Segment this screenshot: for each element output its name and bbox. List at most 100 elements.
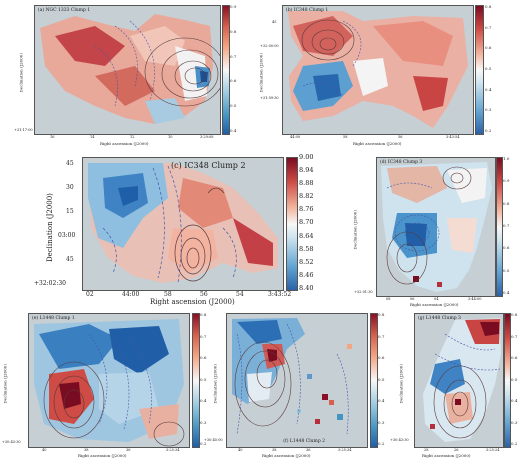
cbar-tick: 0.8 (485, 4, 492, 9)
panel-a-ylabel: Declination (J2000) (18, 53, 24, 93)
panel-d-colorbar (496, 157, 503, 297)
panel-f-colorbar (370, 313, 378, 448)
cbar-tick: 0.7 (230, 53, 237, 59)
panel-f-xlabel: Right ascension (J2000) (262, 453, 311, 458)
panel-b-xtick: 44:00 (290, 135, 301, 139)
cbar-tick: 0.8 (503, 200, 510, 206)
cbar-tick: 8.94 (299, 166, 314, 175)
panel-c-colorbar (286, 157, 298, 291)
panel-c-title: (c) IC348 Clump 2 (171, 161, 246, 170)
cbar-tick: 0.5 (503, 267, 510, 273)
panel-c-xtick: 02 (86, 291, 94, 298)
panel-c-xtick: 56 (200, 291, 208, 298)
panel-c-image (88, 163, 278, 284)
panel-d-ylabel: Declination (J2000) (352, 210, 358, 250)
panel-c-ytick: 45 (66, 160, 74, 167)
cbar-tick: 0.4 (511, 398, 518, 403)
panel-c-ytick: 03:00 (58, 232, 76, 239)
cbar-tick: 8.58 (299, 244, 314, 253)
cbar-tick: 0.2 (200, 441, 207, 446)
panel-g-ylabel: Declination (J2000) (398, 364, 404, 404)
panel-b-map: (b) IC348 Clump 1 (282, 5, 474, 135)
cbar-tick: 0.7 (511, 333, 518, 339)
cbar-tick: 8.52 (299, 257, 314, 266)
panel-e-colorbar-ticks: 0.8 0.7 0.6 0.5 0.4 0.3 0.2 (200, 313, 206, 446)
cbar-tick: 0.4 (485, 86, 492, 92)
panel-d-xtick: 04 (434, 297, 439, 301)
cbar-tick: 0.7 (503, 222, 510, 228)
cbar-tick: 0.4 (230, 127, 237, 133)
cbar-tick: 0.3 (200, 419, 207, 425)
cbar-tick: 0.6 (485, 45, 492, 51)
panel-d-image (381, 162, 492, 292)
panel-e-xtick: 3:25:34 (166, 448, 180, 452)
panel-g-map: (g) L1448 Clump 3 (414, 313, 504, 448)
cbar-tick: 8.76 (299, 205, 314, 214)
cbar-tick: 0.5 (485, 65, 492, 71)
cbar-tick: 8.82 (299, 192, 314, 201)
cbar-tick: 0.6 (200, 355, 207, 360)
panel-d-xtick: 3:44:00 (468, 297, 482, 301)
cbar-tick: 0.4 (200, 398, 207, 403)
panel-e-ytick: +30:43:30 (2, 440, 21, 444)
panel-b-colorbar (475, 5, 484, 135)
panel-c-xtick: 44:00 (122, 291, 140, 298)
panel-d-xlabel: Right ascension (J2000) (410, 302, 459, 307)
panel-c-ytick: 30 (66, 184, 74, 191)
cbar-tick: 8.70 (299, 218, 314, 227)
panel-c-colorbar-ticks: 9.00 8.94 8.88 8.82 8.76 8.70 8.64 8.58 … (299, 154, 313, 292)
panel-g-xlabel: Right ascension (J2000) (422, 453, 471, 458)
panel-a: (a) NGC 1333 Clump 1 0.9 0.8 0.7 0.6 0.5… (0, 0, 245, 148)
cbar-tick: 8.88 (299, 179, 314, 188)
panel-b-colorbar-ticks: 0.8 0.7 0.6 0.5 0.4 0.3 0.2 (485, 5, 491, 133)
panel-f-image (232, 318, 352, 435)
cbar-tick: 0.6 (230, 78, 237, 84)
panel-c-xtick: 3:43:52 (268, 291, 292, 298)
panel-b-title: (b) IC348 Clump 1 (286, 8, 329, 13)
cbar-tick: 1.0 (503, 156, 510, 161)
panel-f-map: (f) L1448 Clump 2 (226, 313, 368, 448)
panel-e-ylabel: Declination (J2000) (2, 364, 8, 404)
panel-e-colorbar (192, 313, 200, 448)
cbar-tick: 0.3 (378, 419, 385, 425)
panel-e: (e) L1448 Clump 1 0.8 0.7 0.6 0.5 0.4 0.… (0, 310, 212, 459)
panel-d-ytick: +32:01:30 (354, 290, 373, 294)
panel-g-colorbar-ticks: 0.8 0.7 0.6 0.5 0.4 0.3 0.2 (511, 313, 517, 446)
panel-a-colorbar (222, 5, 230, 135)
panel-d-xtick: 08 (386, 297, 391, 301)
panel-b-ytick: +32:00:00 (260, 44, 279, 48)
panel-c-map: (c) IC348 Clump 2 (82, 157, 284, 291)
panel-a-map: (a) NGC 1333 Clump 1 (34, 5, 221, 135)
panel-g-xtick: 26 (454, 448, 459, 452)
panel-c-xtick: 58 (164, 291, 172, 298)
panel-c-ytick: +32:02:30 (34, 280, 66, 287)
cbar-tick: 9.00 (299, 153, 314, 161)
cbar-tick: 0.3 (485, 107, 492, 113)
panel-d: (d) IC348 Clump 3 1.0 0.9 0.8 0.7 0.6 0.… (350, 152, 520, 308)
cbar-tick: 0.9 (503, 178, 510, 184)
panel-a-xlabel: Right ascension (J2000) (100, 141, 149, 146)
panel-f: (f) L1448 Clump 2 0.8 0.7 0.6 0.5 0.4 0.… (204, 310, 392, 459)
panel-e-xlabel: Right ascension (J2000) (78, 453, 127, 458)
panel-f-ylabel: Declination (J2000) (212, 364, 218, 404)
panel-c-ytick: 15 (66, 208, 74, 215)
cbar-tick: 8.64 (299, 231, 314, 240)
panel-e-title: (e) L1448 Clump 1 (32, 316, 75, 321)
cbar-tick: 0.5 (200, 376, 207, 382)
panel-c-xlabel: Right ascension (J2000) (150, 298, 235, 306)
cbar-tick: 0.7 (485, 24, 492, 30)
cbar-tick: 8.40 (299, 283, 314, 292)
panel-b-ytick: 45 (272, 20, 277, 24)
panel-d-colorbar-ticks: 1.0 0.9 0.8 0.7 0.6 0.5 0.4 (503, 157, 509, 295)
panel-g: (g) L1448 Clump 3 0.8 0.7 0.6 0.5 0.4 0.… (390, 310, 520, 459)
cbar-tick: 0.2 (378, 441, 385, 446)
panel-g-xtick: 28 (424, 448, 429, 452)
panel-c-xtick: 54 (236, 291, 244, 298)
cbar-tick: 0.4 (503, 289, 510, 295)
panel-e-xtick: 38 (84, 448, 89, 452)
cbar-tick: 0.2 (511, 441, 518, 446)
cbar-tick: 0.7 (200, 333, 207, 339)
panel-g-title: (g) L1448 Clump 3 (418, 316, 461, 321)
panel-c: (c) IC348 Clump 2 9.00 8.94 8.88 8.82 8.… (34, 152, 350, 307)
cbar-tick: 8.46 (299, 270, 314, 279)
